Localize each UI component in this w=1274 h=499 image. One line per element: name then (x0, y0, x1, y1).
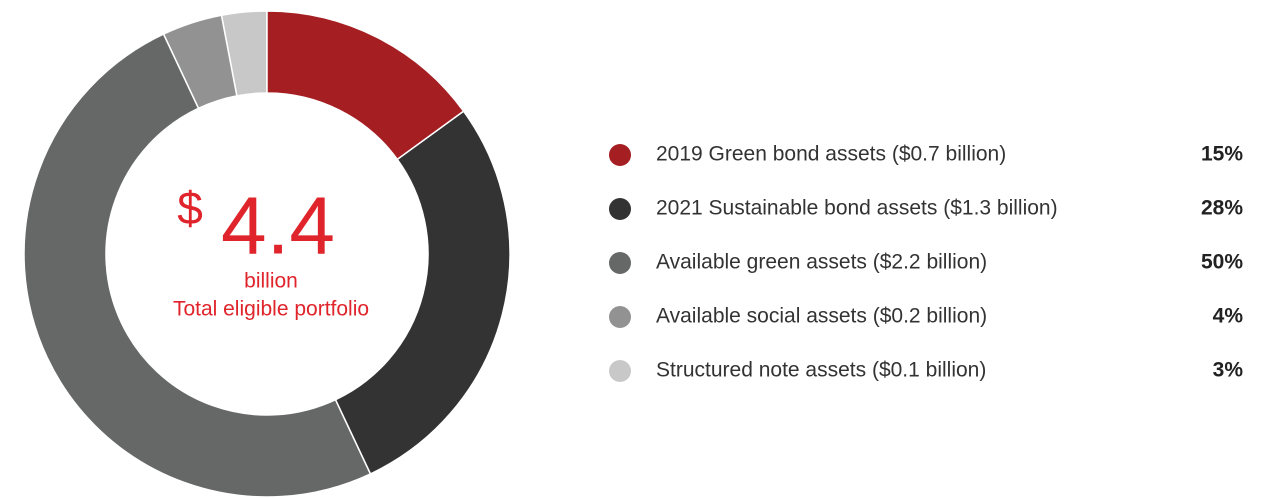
donut-segment (23, 33, 372, 498)
value-label: 3% (1213, 359, 1244, 382)
center-value: 4.4 (221, 181, 335, 272)
legend-swatch (609, 252, 631, 274)
value-label: 28% (1201, 197, 1243, 220)
donut-segment (334, 110, 511, 475)
value-label: 50% (1201, 251, 1243, 274)
legend-label: 2021 Sustainable bond assets ($1.3 billi… (656, 197, 1058, 220)
center-currency: $ (177, 182, 203, 234)
legend-label: Structured note assets ($0.1 billion) (656, 359, 986, 382)
legend-label: Available social assets ($0.2 billion) (656, 305, 987, 328)
value-label: 4% (1213, 305, 1244, 328)
center-caption: Total eligible portfolio (173, 298, 369, 321)
legend-swatch (609, 360, 631, 382)
legend-label: 2019 Green bond assets ($0.7 billion) (656, 143, 1006, 166)
donut-segment (266, 10, 465, 161)
legend-swatch (609, 144, 631, 166)
legend-label: Available green assets ($2.2 billion) (656, 251, 987, 274)
value-label: 15% (1201, 143, 1243, 166)
donut-segment (162, 14, 238, 110)
legend-swatch (609, 198, 631, 220)
legend-swatch (609, 306, 631, 328)
center-unit: billion (244, 270, 298, 293)
